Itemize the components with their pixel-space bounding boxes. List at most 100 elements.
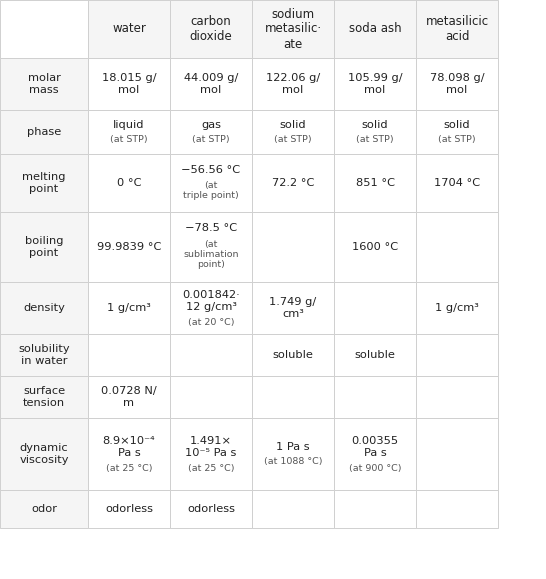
Bar [416, 282, 498, 334]
Bar [170, 110, 252, 154]
Text: odorless: odorless [105, 504, 153, 514]
Text: 44.009 g/
mol: 44.009 g/ mol [184, 73, 238, 95]
Bar [0, 376, 88, 418]
Bar [88, 0, 170, 58]
Bar [170, 282, 252, 334]
Bar [334, 0, 416, 58]
Bar [334, 418, 416, 490]
Bar [170, 0, 252, 58]
Text: solid: solid [361, 120, 388, 130]
Text: melting
point: melting point [22, 172, 66, 194]
Bar [88, 282, 170, 334]
Text: 1.491×
10⁻⁵ Pa s: 1.491× 10⁻⁵ Pa s [185, 436, 236, 457]
Bar [252, 490, 334, 528]
Text: 1704 °C: 1704 °C [434, 178, 480, 188]
Text: (at 25 °C): (at 25 °C) [106, 464, 152, 473]
Text: (at STP): (at STP) [438, 135, 476, 144]
Text: 1600 °C: 1600 °C [352, 242, 398, 252]
Bar [170, 154, 252, 212]
Bar [334, 376, 416, 418]
Text: odorless: odorless [187, 504, 235, 514]
Text: gas: gas [201, 120, 221, 130]
Text: surface
tension: surface tension [23, 386, 65, 408]
Text: liquid: liquid [113, 120, 145, 130]
Bar [0, 58, 88, 110]
Text: density: density [23, 303, 65, 313]
Bar [88, 154, 170, 212]
Bar [252, 334, 334, 376]
Bar [334, 282, 416, 334]
Bar [334, 334, 416, 376]
Text: molar
mass: molar mass [27, 73, 61, 95]
Text: (at STP): (at STP) [274, 135, 312, 144]
Text: 99.9839 °C: 99.9839 °C [97, 242, 161, 252]
Bar [88, 376, 170, 418]
Bar [170, 212, 252, 282]
Text: soda ash: soda ash [349, 23, 401, 35]
Text: sodium
metasilic·
ate: sodium metasilic· ate [264, 8, 322, 50]
Text: (at
sublimation
point): (at sublimation point) [183, 240, 239, 269]
Bar [170, 334, 252, 376]
Bar [252, 212, 334, 282]
Bar [0, 154, 88, 212]
Text: 0.001842·
12 g/cm³: 0.001842· 12 g/cm³ [182, 290, 240, 312]
Text: water: water [112, 23, 146, 35]
Bar [0, 334, 88, 376]
Bar [0, 110, 88, 154]
Text: −78.5 °C: −78.5 °C [185, 222, 237, 233]
Text: phase: phase [27, 127, 61, 137]
Text: (at
triple point): (at triple point) [183, 181, 239, 200]
Text: (at STP): (at STP) [192, 135, 230, 144]
Text: (at 1088 °C): (at 1088 °C) [264, 457, 322, 466]
Bar [416, 0, 498, 58]
Bar [416, 418, 498, 490]
Text: metasilicic
acid: metasilicic acid [425, 15, 489, 43]
Bar [416, 110, 498, 154]
Bar [416, 58, 498, 110]
Bar [252, 0, 334, 58]
Bar [0, 418, 88, 490]
Bar [170, 376, 252, 418]
Bar [416, 154, 498, 212]
Text: 1.749 g/
cm³: 1.749 g/ cm³ [269, 297, 317, 319]
Bar [0, 212, 88, 282]
Bar [416, 334, 498, 376]
Text: 8.9×10⁻⁴
Pa s: 8.9×10⁻⁴ Pa s [103, 436, 155, 457]
Text: solid: solid [280, 120, 306, 130]
Bar [88, 212, 170, 282]
Text: 78.098 g/
mol: 78.098 g/ mol [430, 73, 484, 95]
Bar [334, 110, 416, 154]
Bar [0, 282, 88, 334]
Text: 0.00355
Pa s: 0.00355 Pa s [352, 436, 399, 457]
Bar [88, 334, 170, 376]
Bar [252, 376, 334, 418]
Text: 1 g/cm³: 1 g/cm³ [107, 303, 151, 313]
Text: 1 Pa s: 1 Pa s [276, 442, 310, 452]
Text: (at STP): (at STP) [110, 135, 148, 144]
Text: (at 900 °C): (at 900 °C) [349, 464, 401, 473]
Text: −56.56 °C: −56.56 °C [181, 164, 241, 175]
Text: 851 °C: 851 °C [355, 178, 395, 188]
Bar [88, 58, 170, 110]
Bar [88, 418, 170, 490]
Text: 0 °C: 0 °C [117, 178, 141, 188]
Text: boiling
point: boiling point [25, 236, 63, 258]
Bar [252, 282, 334, 334]
Bar [334, 490, 416, 528]
Text: 105.99 g/
mol: 105.99 g/ mol [348, 73, 402, 95]
Text: soluble: soluble [272, 350, 313, 360]
Bar [170, 490, 252, 528]
Bar [416, 490, 498, 528]
Text: 18.015 g/
mol: 18.015 g/ mol [102, 73, 156, 95]
Bar [252, 418, 334, 490]
Bar [252, 154, 334, 212]
Text: 1 g/cm³: 1 g/cm³ [435, 303, 479, 313]
Bar [88, 490, 170, 528]
Bar [252, 58, 334, 110]
Bar [334, 154, 416, 212]
Bar [0, 490, 88, 528]
Text: carbon
dioxide: carbon dioxide [189, 15, 233, 43]
Bar [334, 58, 416, 110]
Text: (at 25 °C): (at 25 °C) [188, 464, 234, 473]
Bar [170, 58, 252, 110]
